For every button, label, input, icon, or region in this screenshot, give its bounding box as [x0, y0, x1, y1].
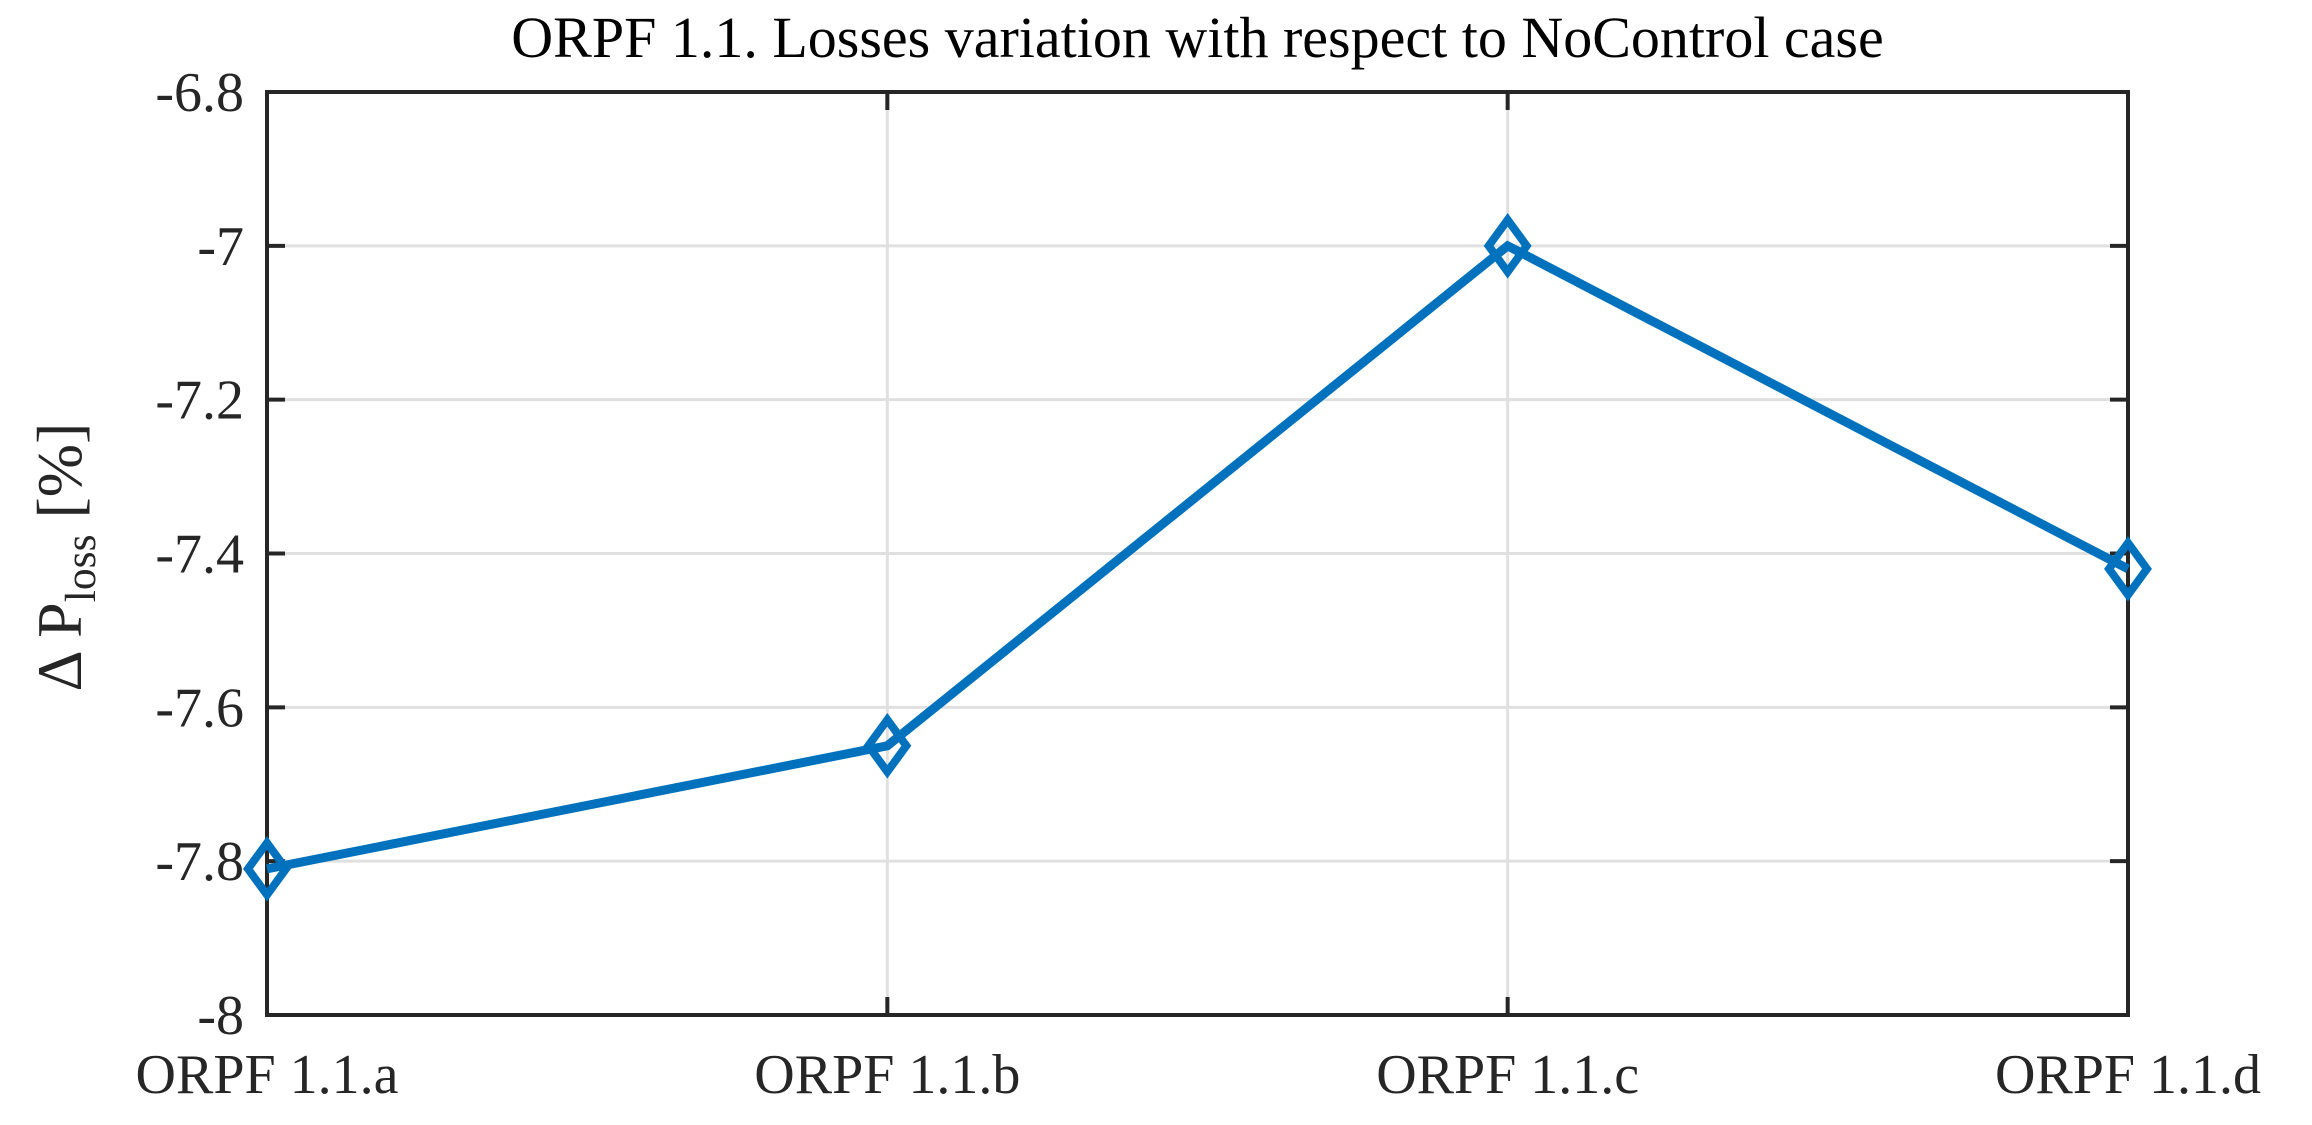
y-tick-label: -6.8 [155, 62, 244, 124]
data-point-marker [1483, 213, 1532, 279]
y-tick-label: -7.4 [155, 524, 244, 586]
data-point-marker [243, 836, 291, 902]
y-tick-label: -7 [197, 216, 244, 278]
chart-title: ORPF 1.1. Losses variation with respect … [511, 5, 1884, 70]
y-tick-label: -8 [197, 985, 244, 1047]
x-tick-label: ORPF 1.1.c [1376, 1044, 1639, 1106]
y-tick-label: -7.2 [155, 370, 244, 432]
data-point-marker [863, 713, 912, 779]
y-tick-label: -7.8 [155, 831, 244, 893]
x-tick-label: ORPF 1.1.d [1995, 1044, 2261, 1106]
data-point-marker [2104, 536, 2152, 602]
y-tick-label: -7.6 [155, 677, 244, 739]
series-line [266, 240, 2131, 874]
x-tick-label: ORPF 1.1.b [754, 1044, 1020, 1106]
x-tick-label: ORPF 1.1.a [136, 1044, 399, 1106]
